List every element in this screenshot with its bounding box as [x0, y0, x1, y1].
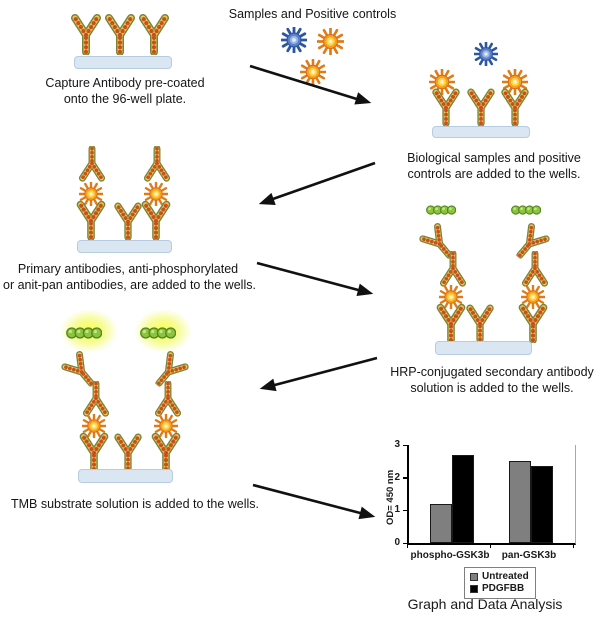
step2-caption: Biological samples and positive controls…	[407, 151, 581, 182]
results-chart: OD= 450 nm Untreated PDGFBB Graph and Dat…	[378, 433, 592, 619]
legend-label: PDGFBB	[482, 583, 525, 594]
y-tick-mark	[403, 542, 407, 544]
x-tick-mark	[489, 544, 491, 548]
step1-caption: Capture Antibody pre-coated onto the 96-…	[45, 76, 205, 107]
samples-header: Samples and Positive controls	[228, 7, 397, 21]
x-category-label: phospho-GSK3b	[410, 550, 490, 561]
step3-caption: Primary antibodies, anti-phosphorylated …	[3, 262, 256, 293]
well-plate	[77, 240, 172, 253]
legend-item-untreated: Untreated	[470, 571, 529, 583]
legend-swatch	[470, 573, 478, 581]
arrow-samples-to-step2	[249, 64, 372, 105]
arrow-step4-to-step5	[259, 356, 378, 392]
y-tick-label: 1	[394, 504, 400, 516]
y-tick-label: 0	[394, 537, 400, 548]
arrow-step5-to-graph	[252, 483, 376, 520]
y-tick-mark	[403, 444, 407, 446]
y-tick-mark	[403, 509, 407, 512]
well-plate	[432, 126, 530, 138]
y-tick-label: 3	[394, 439, 400, 450]
chart-plot-area	[407, 445, 576, 545]
legend-label: Untreated	[482, 571, 529, 582]
bar-pdgfbb-pan-gsk3b	[531, 466, 553, 543]
well-plate	[435, 341, 532, 355]
y-tick-mark	[403, 477, 407, 479]
step5-caption: TMB substrate solution is added to the w…	[10, 497, 260, 511]
x-tick-mark	[406, 544, 408, 548]
y-tick-label: 2	[394, 471, 400, 483]
x-tick-mark	[572, 544, 574, 548]
arrow-step2-to-step3	[258, 161, 376, 205]
well-plate	[78, 469, 173, 483]
chart-title: Graph and Data Analysis	[407, 596, 563, 612]
step4-caption: HRP-conjugated secondary antibody soluti…	[390, 365, 594, 396]
bar-untreated-phospho-gsk3b	[430, 503, 452, 543]
well-plate	[74, 56, 172, 69]
bar-pdgfbb-phospho-gsk3b	[452, 454, 474, 543]
chart-legend: Untreated PDGFBB	[464, 567, 536, 599]
legend-item-pdgfbb: PDGFBB	[470, 583, 529, 595]
legend-swatch	[470, 585, 478, 593]
x-category-label: pan-GSK3b	[501, 550, 557, 561]
bar-untreated-pan-gsk3b	[509, 461, 531, 543]
arrow-step3-to-step4	[256, 261, 374, 297]
